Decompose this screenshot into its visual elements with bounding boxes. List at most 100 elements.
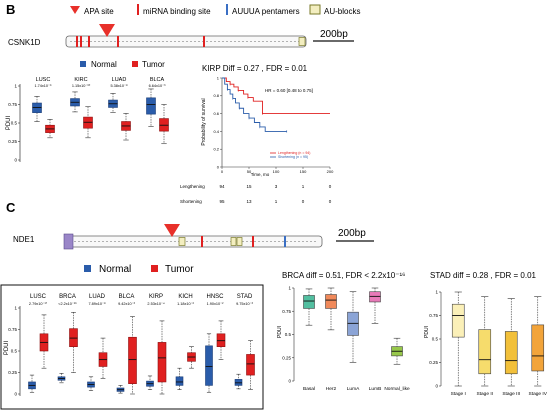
tumor-swatch xyxy=(132,61,138,67)
km-curve-shortening xyxy=(222,77,287,132)
p-value-label: 9.75x10⁻³ xyxy=(236,302,254,306)
p-value-label: 9.42x10⁻³ xyxy=(118,302,136,306)
km-y-tick-label: 0.6 xyxy=(213,111,219,116)
risk-values: 94 15 3 1 0 95 13 1 0 0 xyxy=(219,184,331,204)
legend-au-blocks-label: AU-blocks xyxy=(324,7,360,16)
y-tick-label: 1 xyxy=(14,84,17,89)
km-y-tick-label: 1 xyxy=(217,75,220,80)
y-tick-label: 0 xyxy=(14,158,17,163)
category-label: LumA xyxy=(347,386,360,392)
y-tick-label: 0.5 xyxy=(432,337,439,342)
p-value-label: 1.15x10⁻¹⁰ xyxy=(72,84,91,88)
y-tick-label: 0 xyxy=(288,379,291,384)
category-label: HNSC xyxy=(206,294,224,300)
box-body xyxy=(205,345,213,386)
box-body xyxy=(478,329,492,375)
risk-value: 0 xyxy=(302,199,305,204)
y-axis-label: PDUI xyxy=(4,341,10,356)
km-x-tick-label: 100 xyxy=(273,169,280,174)
km-title: KIRP Diff = 0.27 , FDR = 0.01 xyxy=(202,64,308,73)
y-tick-label: 0.25 xyxy=(282,355,291,360)
box-body xyxy=(504,331,518,375)
feature-legend: APA site miRNA binding site AUUUA pentam… xyxy=(70,4,360,16)
box-body xyxy=(157,342,167,383)
p-value-label: 5.38x10⁻⁸ xyxy=(110,84,128,88)
normal-swatch xyxy=(84,265,91,272)
mirna-site-marker xyxy=(252,236,254,247)
normal-legend-label: Normal xyxy=(99,264,131,275)
y-tick-label: 0.75 xyxy=(282,309,291,314)
category-label: LUSC xyxy=(36,77,51,83)
p-value-label: 1.18x10⁻² xyxy=(177,302,195,306)
tumor-swatch xyxy=(151,265,158,272)
p-value-label: 1.74x10⁻⁶ xyxy=(34,84,52,88)
risk-value: 15 xyxy=(246,184,252,189)
kaplan-meier-plot: KIRP Diff = 0.27 , FDR = 0.01 HR = 0.60 … xyxy=(201,64,334,177)
mirna-site-marker xyxy=(201,236,203,247)
au-block-marker xyxy=(178,237,186,246)
legend-apa-label: APA site xyxy=(84,7,114,16)
box-body xyxy=(325,294,337,309)
category-label: Stage I xyxy=(451,391,466,397)
km-curve-lengthening xyxy=(222,77,330,115)
y-tick-label: 0.75 xyxy=(429,313,438,318)
km-x-tick-label: 200 xyxy=(327,169,334,174)
y-axis-label: PDUI xyxy=(277,326,283,338)
category-label: STAD xyxy=(237,294,253,300)
box-body xyxy=(369,291,381,303)
category-label: LUAD xyxy=(112,77,127,83)
normal-swatch xyxy=(80,61,86,67)
category-label: Stage IV xyxy=(529,391,548,397)
au-block-marker xyxy=(298,37,306,46)
brca-title: BRCA diff = 0.51, FDR < 2.2x10⁻¹⁶ xyxy=(282,271,405,280)
y-axis-label: PDUI xyxy=(424,326,430,338)
utr-track-csnk1d xyxy=(65,24,307,48)
au-block-marker xyxy=(230,237,237,246)
y-tick-label: 1 xyxy=(435,290,438,295)
mirna-site-marker xyxy=(203,36,205,47)
normal-legend-label: Normal xyxy=(91,60,117,69)
panel-label-c: C xyxy=(6,200,16,215)
mirna-site-marker xyxy=(76,36,78,47)
km-x-tick-label: 50 xyxy=(247,169,252,174)
p-value-label: 6.64x10⁻³ xyxy=(149,84,167,88)
km-x-tick-label: 0 xyxy=(221,169,224,174)
risk-row-label: Shortening xyxy=(180,199,202,204)
p-value-label: <2.2x10⁻¹⁶ xyxy=(58,302,77,306)
scale-bar-b: 200bp xyxy=(313,29,354,42)
box-body xyxy=(347,311,359,336)
legend-auuua-label: AUUUA pentamers xyxy=(232,7,300,16)
utr-track-nde1 xyxy=(63,224,323,250)
gene-name-csnk1d: CSNK1D xyxy=(8,38,41,47)
km-legend-shortening: Shortening (n = 95) xyxy=(278,155,308,159)
mirna-site-marker xyxy=(80,36,82,47)
y-tick-label: 1 xyxy=(14,306,17,311)
box-body xyxy=(451,303,465,338)
y-tick-label: 0.75 xyxy=(8,327,17,332)
box-body xyxy=(531,324,545,372)
mirna-site-marker xyxy=(117,36,119,47)
scale-bar-label: 200bp xyxy=(320,29,348,40)
y-tick-label: 0.25 xyxy=(429,360,438,365)
risk-value: 0 xyxy=(329,199,332,204)
y-tick-label: 0.5 xyxy=(285,332,292,337)
km-y-tick-label: 0.8 xyxy=(213,93,219,98)
scale-bar-c: 200bp xyxy=(336,228,374,242)
risk-value: 1 xyxy=(302,184,305,189)
category-label: BLCA xyxy=(119,294,135,300)
km-y-label: Probability of survival xyxy=(201,98,207,145)
category-label: KICH xyxy=(178,294,192,300)
y-axis-label: PDUI xyxy=(6,116,12,131)
risk-value: 94 xyxy=(219,184,225,189)
boxplot-brca-subtypes: BRCA diff = 0.51, FDR < 2.2x10⁻¹⁶ PDUI 0… xyxy=(277,271,410,392)
category-label: LumB xyxy=(369,386,382,392)
y-tick-label: 0.75 xyxy=(8,102,17,107)
y-tick-label: 0 xyxy=(435,384,438,389)
risk-row-label: Lengthening xyxy=(180,184,205,189)
cds-block xyxy=(63,233,74,250)
category-label: LUSC xyxy=(30,294,47,300)
p-value-label: 2.53x10⁻⁴ xyxy=(147,302,165,306)
box-body xyxy=(246,354,255,376)
